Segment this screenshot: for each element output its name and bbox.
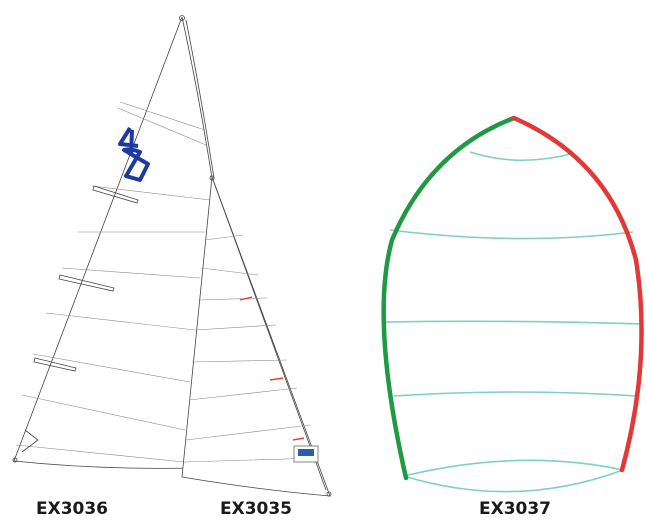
mainsail-leech: [181, 16, 213, 179]
mainsail-seams: [15, 185, 211, 463]
spinnaker-right-edge: [511, 115, 644, 473]
jib-outline: [181, 176, 331, 497]
mainsail-luff-foot: [13, 16, 197, 469]
telltales: [239, 296, 305, 441]
head-ring: [179, 15, 185, 21]
jib-seams: [183, 234, 319, 463]
tack-patch: [21, 429, 39, 453]
mainsail-leech-tape: [185, 19, 215, 179]
mainsail: [12, 15, 215, 469]
spinnaker: [381, 115, 644, 493]
spinnaker-seams: [383, 151, 643, 477]
sail-code: EX3037: [479, 499, 551, 519]
spinnaker-foot: [403, 469, 624, 493]
jib-leech: [211, 176, 327, 491]
jib-clew-ring: [326, 491, 332, 497]
jib-head-ring: [209, 175, 215, 181]
batten-pockets: [33, 185, 139, 372]
sail-code: EX3035: [220, 499, 292, 519]
mainsail-seams: [117, 101, 207, 146]
tack-ring: [12, 457, 18, 463]
class-insignia: [118, 126, 150, 182]
sail-code: EX3036: [36, 499, 108, 519]
sailmaker-logo-mark: [298, 449, 314, 456]
jib: [181, 175, 332, 497]
spinnaker-left-edge: [381, 115, 517, 481]
